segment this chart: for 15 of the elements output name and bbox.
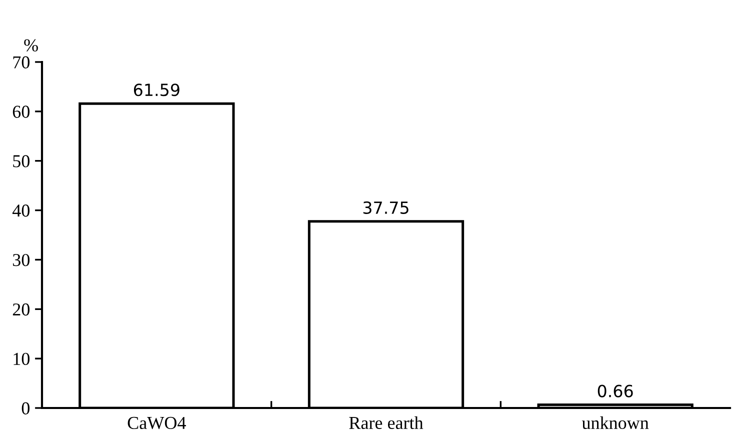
x-tick-label: unknown (582, 416, 649, 430)
y-tick-label: 10 (14, 352, 30, 366)
x-tick-label: CaWO4 (128, 416, 186, 430)
y-tick-label: 40 (12, 204, 30, 217)
y-tick-label: 20 (12, 303, 30, 316)
y-tick-label: 50 (13, 155, 30, 168)
data-label: 37.75 (363, 201, 408, 214)
y-tick-label: 0 (22, 402, 30, 414)
y-tick-label: 60 (12, 106, 30, 118)
data-label: 0.66 (598, 384, 633, 398)
y-tick-label: 70 (13, 56, 30, 68)
y-tick-label: 30 (13, 254, 30, 266)
data-label: 61.59 (134, 84, 180, 96)
x-tick-label: Rare earth (349, 416, 424, 430)
y-axis-title: % (24, 39, 38, 52)
